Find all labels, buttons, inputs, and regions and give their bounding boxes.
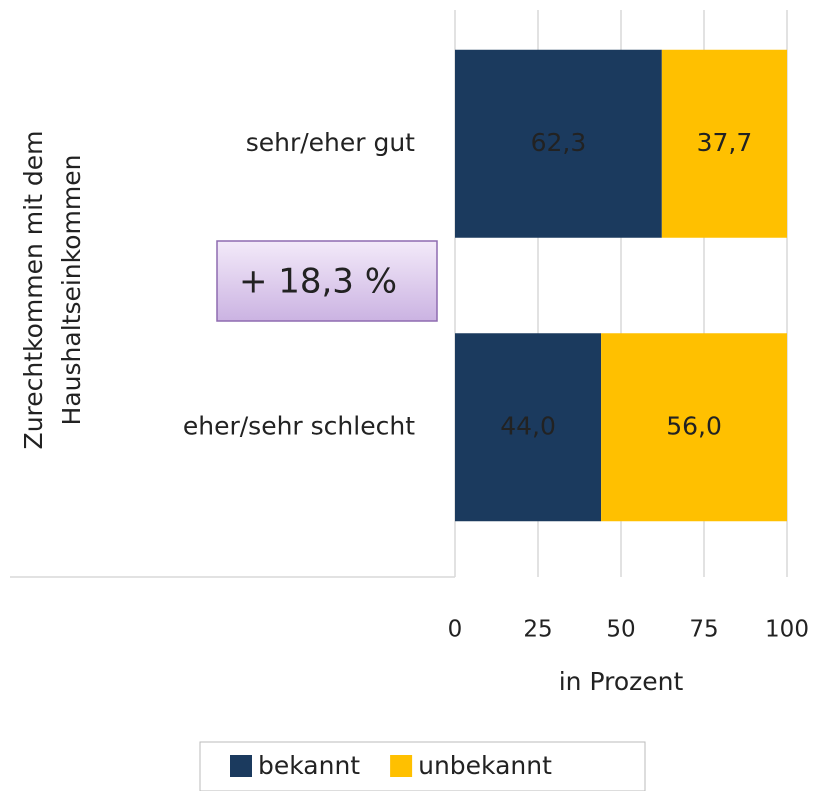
data-label: 44,0 — [500, 411, 556, 440]
y-label-line: Haushaltseinkommen — [57, 155, 86, 426]
data-label: 62,3 — [531, 128, 587, 157]
x-tick-label: 0 — [448, 617, 463, 643]
legend-label: bekannt — [258, 751, 360, 780]
legend-swatch — [390, 755, 413, 777]
data-label: 56,0 — [666, 411, 722, 440]
x-tick-label: 50 — [606, 617, 635, 643]
y-axis-label: Zurechtkommen mit dem Haushaltseinkommen — [19, 131, 86, 450]
x-tick-label: 25 — [523, 617, 552, 643]
bar-segment — [661, 49, 787, 238]
y-label-line: Zurechtkommen mit dem — [19, 131, 48, 450]
y-tick-label: sehr/eher gut — [246, 128, 415, 157]
legend-label: unbekannt — [418, 751, 552, 780]
legend-swatch — [230, 755, 252, 777]
legend-box — [199, 741, 646, 792]
y-tick-label: eher/sehr schlecht — [183, 411, 415, 440]
data-label: 37,7 — [697, 128, 753, 157]
x-axis-label: in Prozent — [559, 667, 684, 696]
annotation-box — [216, 240, 438, 322]
annotation: + 18,3 % — [239, 262, 397, 302]
x-tick-label: 100 — [765, 617, 809, 643]
bar-segment — [601, 333, 787, 522]
x-tick-label: 75 — [689, 617, 718, 643]
bar-segment — [455, 49, 662, 238]
bar-segment — [455, 333, 602, 522]
